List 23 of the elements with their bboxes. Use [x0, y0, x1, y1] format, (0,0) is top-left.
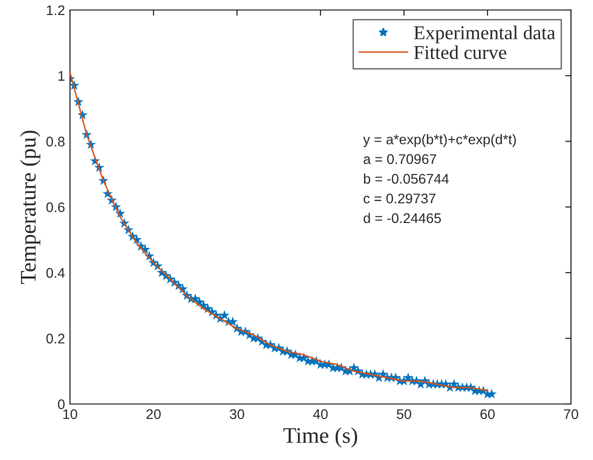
x-tick-label: 60 — [480, 409, 495, 420]
y-tick-label: 0.6 — [46, 202, 65, 212]
y-axis-title: Temperature (pu) — [20, 130, 40, 284]
y-tick-label: 0.4 — [46, 268, 65, 278]
x-tick-label: 70 — [564, 409, 578, 420]
x-tick-label: 30 — [230, 409, 244, 420]
y-tick-label: 1 — [58, 71, 64, 81]
annotation: c = 0.29737 — [364, 194, 436, 204]
legend-label: Experimental data — [414, 26, 556, 44]
y-tick-label: 0.8 — [46, 136, 65, 147]
annotation: a = 0.70967 — [364, 154, 436, 164]
x-tick-label: 50 — [396, 409, 412, 420]
y-tick-label: 0 — [58, 399, 65, 410]
y-tick-label: 0.2 — [46, 334, 64, 344]
x-tick-label: 10 — [63, 409, 78, 420]
y-tick-label: 1.2 — [46, 5, 64, 16]
annotation: d = -0.24465 — [364, 212, 441, 224]
annotation: y = a*exp(b*t)+c*exp(d*t) — [363, 134, 516, 148]
annotation: b = -0.056744 — [364, 174, 449, 184]
x-tick-label: 20 — [146, 409, 161, 420]
legend-label: Fitted curve — [414, 45, 506, 60]
x-tick-label: 40 — [313, 409, 328, 420]
x-axis-title: Time (s) — [283, 427, 358, 448]
